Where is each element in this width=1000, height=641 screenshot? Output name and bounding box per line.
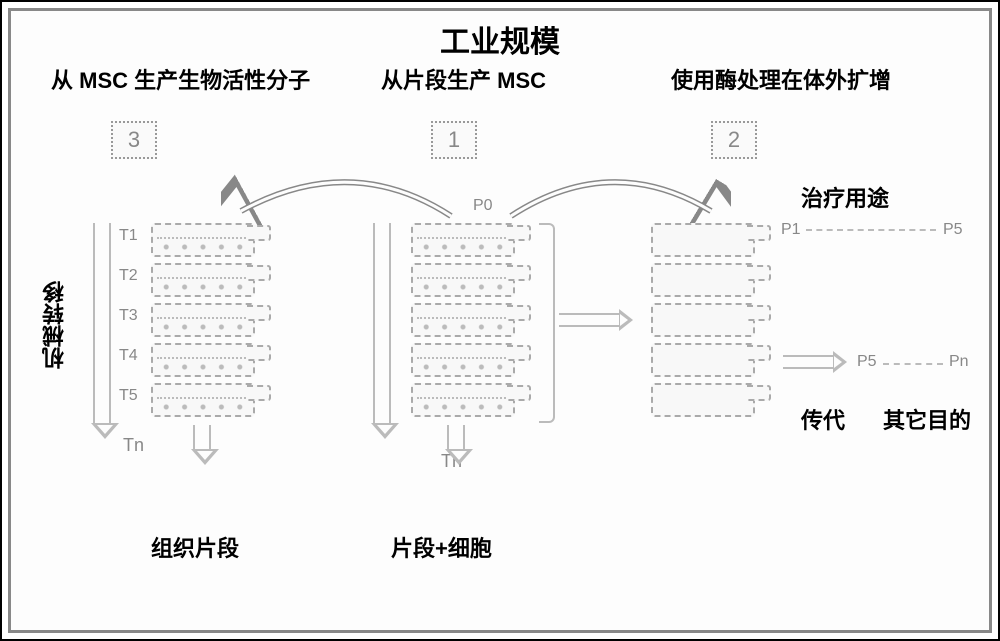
center-bottom-label: 片段+细胞 [391, 531, 492, 563]
p1-label: P1 [781, 221, 801, 239]
left-down-arrow [91, 223, 113, 439]
passage-label: 传代 [801, 403, 845, 435]
flask-icon [151, 303, 271, 333]
left-bottom-label: 组织片段 [151, 531, 239, 563]
flask-row [651, 339, 791, 379]
left-flask-stack: T1 T2 T3 T4 T5 [151, 219, 291, 419]
flask-icon [411, 303, 531, 333]
p5-top-label: P5 [943, 221, 963, 239]
flask-icon [651, 383, 771, 413]
flask-row [651, 219, 791, 259]
flask-row [411, 259, 551, 299]
flask-label: T1 [119, 227, 138, 245]
main-title: 工业规模 [11, 17, 989, 61]
flask-icon [651, 343, 771, 373]
flask-label: T3 [119, 307, 138, 325]
flask-icon [651, 223, 771, 253]
right-to-p5-arrow [783, 353, 847, 371]
p5-pn-line [883, 363, 943, 365]
flask-icon [411, 223, 531, 253]
center-to-right-arrow [559, 311, 633, 329]
flask-row [411, 299, 551, 339]
flask-row: T2 [151, 259, 291, 299]
vertical-label: 机械转移 [39, 281, 71, 369]
flask-icon [151, 223, 271, 253]
other-label: 其它目的 [883, 403, 971, 435]
flask-icon [411, 263, 531, 293]
heading-left: 从 MSC 生产生物活性分子 [51, 63, 310, 95]
flask-row [411, 379, 551, 419]
outer-frame: 工业规模 从 MSC 生产生物活性分子 从片段生产 MSC 使用酶处理在体外扩增… [0, 0, 1000, 641]
p5-mid-label: P5 [857, 353, 877, 371]
flask-icon [151, 343, 271, 373]
flask-row [411, 339, 551, 379]
flask-row [651, 379, 791, 419]
flask-row: T3 [151, 299, 291, 339]
heading-center: 从片段生产 MSC [381, 63, 546, 95]
num-center: 1 [431, 121, 477, 159]
flask-row: T4 [151, 339, 291, 379]
center-flask-stack [411, 219, 551, 419]
center-tn-arrow [445, 425, 467, 465]
flask-icon [651, 263, 771, 293]
p0-label: P0 [473, 197, 493, 215]
diagram-frame: 工业规模 从 MSC 生产生物活性分子 从片段生产 MSC 使用酶处理在体外扩增… [8, 8, 992, 633]
flask-icon [651, 303, 771, 333]
center-down-arrow [371, 223, 393, 439]
center-bracket [539, 223, 555, 423]
flask-row [411, 219, 551, 259]
left-tn: Tn [123, 435, 144, 456]
left-tn-arrow [191, 425, 213, 465]
therapy-label: 治疗用途 [801, 181, 889, 213]
flask-label: T2 [119, 267, 138, 285]
flask-icon [411, 383, 531, 413]
heading-right: 使用酶处理在体外扩增 [671, 63, 891, 95]
num-right: 2 [711, 121, 757, 159]
pn-label: Pn [949, 353, 969, 371]
num-left: 3 [111, 121, 157, 159]
flask-icon [151, 263, 271, 293]
flask-icon [411, 343, 531, 373]
flask-row: T1 [151, 219, 291, 259]
flask-label: T4 [119, 347, 138, 365]
flask-row: T5 [151, 379, 291, 419]
right-flask-stack [651, 219, 791, 419]
flask-label: T5 [119, 387, 138, 405]
flask-row [651, 299, 791, 339]
flask-row [651, 259, 791, 299]
flask-icon [151, 383, 271, 413]
p1-p5-line [806, 229, 936, 231]
